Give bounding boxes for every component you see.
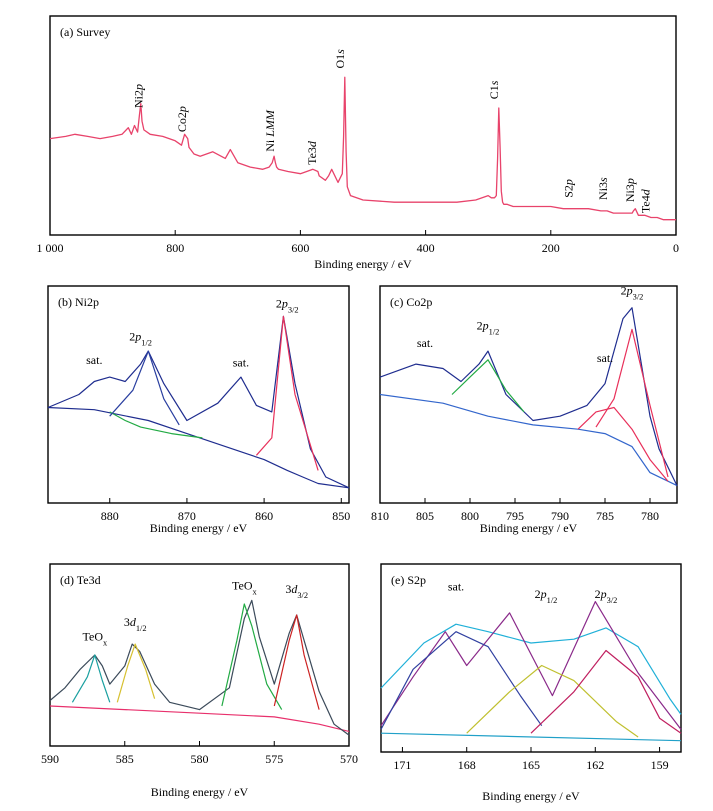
peak-label: Ni LMM: [263, 109, 277, 152]
panel-b: (b) Ni2p 880 870 860 850 Binding energy / eV s…: [47, 285, 350, 535]
series-line: [49, 705, 350, 732]
plot-frame: [379, 285, 678, 504]
x-tick-label: 590: [41, 752, 59, 766]
x-axis-label: Binding energy / eV: [480, 521, 578, 535]
panel-e: (e) S2p 171 168 165 162 159 Binding energy / e…: [380, 563, 682, 803]
peak-label: 2p1/2: [477, 318, 500, 336]
panel-title: (e) S2p: [391, 573, 426, 587]
peak-label: Te3d: [305, 140, 319, 165]
peak-label: sat.: [448, 579, 464, 593]
series-line: [273, 614, 320, 710]
panel-title: (d) Te3d: [60, 573, 101, 587]
peak-label: 2p3/2: [621, 284, 644, 302]
x-tick-label: 171: [393, 758, 411, 772]
peak-label: Ni3p: [623, 178, 637, 202]
x-tick-label: 165: [522, 758, 540, 772]
series-line: [255, 315, 319, 471]
peak-label: C1s: [487, 80, 501, 99]
peak-label: sat.: [233, 355, 249, 369]
x-tick-label: 785: [596, 509, 614, 523]
peak-label: 3d3/2: [285, 582, 308, 600]
series-line: [380, 601, 682, 730]
series-line: [380, 623, 682, 715]
x-tick-label: 570: [340, 752, 358, 766]
peak-label: sat.: [86, 353, 102, 367]
peak-label: 2p3/2: [595, 587, 618, 605]
peak-label: Ni3s: [596, 177, 610, 200]
panel-title: (c) Co2p: [390, 295, 432, 309]
x-tick-label: 800: [166, 241, 184, 255]
series-line: [577, 406, 669, 482]
x-tick-label: 800: [461, 509, 479, 523]
x-tick-label: 880: [101, 509, 119, 523]
series-line: [49, 599, 350, 736]
series-line: [379, 307, 678, 486]
peak-label: TeOx: [232, 578, 257, 596]
series-line: [116, 643, 156, 703]
series-line: [71, 654, 111, 703]
x-tick-label: 159: [651, 758, 669, 772]
series-line: [379, 393, 678, 487]
series-line: [109, 350, 180, 426]
series-line: [221, 603, 283, 710]
plot-frame: [49, 15, 677, 236]
series-line: [380, 631, 543, 730]
x-tick-label: 400: [417, 241, 435, 255]
x-tick-label: 805: [416, 509, 434, 523]
x-tick-label: 850: [332, 509, 350, 523]
series-line: [451, 359, 525, 413]
peak-label: Te4d: [639, 188, 653, 213]
series-line: [380, 732, 682, 742]
panel-c: (c) Co2p 810 805 800 795 790 785 780 Binding ene…: [371, 284, 678, 535]
x-tick-label: 860: [255, 509, 273, 523]
x-tick-label: 168: [458, 758, 476, 772]
x-axis-label: Binding energy / eV: [482, 789, 580, 803]
peak-label: 2p1/2: [535, 587, 558, 605]
peak-label: S2p: [562, 179, 576, 198]
series-line: [47, 406, 350, 489]
panel-d: (d) Te3d 590 585 580 575 570 Binding energy / …: [41, 563, 358, 799]
peak-label: O1s: [333, 49, 347, 69]
series-line: [595, 328, 669, 478]
peak-label: sat.: [597, 351, 613, 365]
peak-label: 2p3/2: [276, 297, 299, 315]
series-line: [109, 411, 203, 439]
panel-title: (b) Ni2p: [58, 295, 99, 309]
x-tick-label: 780: [641, 509, 659, 523]
peak-label: TeOx: [83, 629, 108, 647]
peak-label: Co2p: [175, 106, 189, 132]
series-line: [530, 649, 682, 734]
x-tick-label: 162: [586, 758, 604, 772]
x-tick-label: 795: [506, 509, 524, 523]
x-tick-label: 1 000: [37, 241, 64, 255]
x-tick-label: 200: [542, 241, 560, 255]
x-axis-label: Binding energy / eV: [150, 521, 248, 535]
series-line: [466, 664, 639, 738]
x-axis-label: Binding energy / eV: [151, 785, 249, 799]
x-axis-label: Binding energy / eV: [314, 257, 412, 271]
series-line: [49, 76, 676, 221]
peak-label: Ni2p: [132, 84, 146, 108]
plot-frame: [47, 285, 350, 504]
x-tick-label: 575: [265, 752, 283, 766]
peak-label: sat.: [417, 336, 433, 350]
x-tick-label: 870: [178, 509, 196, 523]
panel-title: (a) Survey: [60, 25, 110, 39]
x-tick-label: 585: [116, 752, 134, 766]
x-tick-label: 600: [291, 241, 309, 255]
peak-label: 3d1/2: [124, 615, 147, 633]
x-tick-label: 810: [371, 509, 389, 523]
peak-label: 2p1/2: [129, 329, 152, 347]
series-line: [47, 315, 350, 489]
x-tick-label: 790: [551, 509, 569, 523]
x-tick-label: 0: [673, 241, 679, 255]
panel-a: (a) Survey 1 000 800 600 400 200 0 Binding ener…: [37, 15, 679, 271]
x-tick-label: 580: [191, 752, 209, 766]
